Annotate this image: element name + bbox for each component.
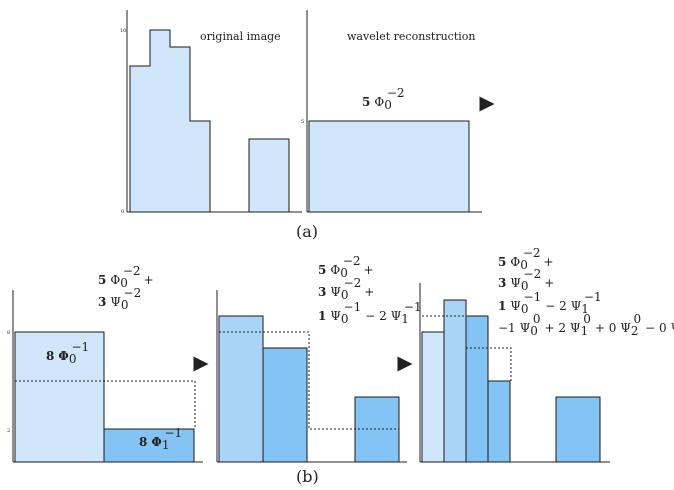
step-1-expr-line-1: 5 Φ0−2+ — [98, 264, 154, 290]
tick-5: 5 — [301, 119, 304, 125]
original-signal-bars — [129, 29, 211, 213]
bar-right — [354, 396, 400, 463]
bar-4 — [487, 380, 511, 463]
panel-b: 8 2 5 Φ0−2+ 3 Ψ0−2 8 Φ0−1 8 Φ1−1 — [7, 246, 674, 486]
tick-0: 0 — [121, 209, 124, 215]
bar-3 — [465, 315, 489, 463]
reconstruction-bar — [308, 120, 470, 213]
step-3-expr-line-3: 1 Ψ0−1− 2 Ψ1−1 — [498, 290, 602, 316]
phi1-box-label: 8 Φ1−1 — [139, 426, 182, 452]
bar-medium — [262, 347, 308, 463]
original-image-title: original image — [200, 30, 281, 43]
reconstruction-plot: 5 wavelet reconstruction 5 Φ0−2 — [301, 10, 495, 213]
step-2-expr-line-1: 5 Φ0−2+ — [318, 254, 374, 280]
step-2-plot: 5 Φ0−2+ 3 Ψ0−2+ 1 Ψ0−1− 2 Ψ1−1 — [216, 254, 422, 463]
reconstruction-expression: 5 Φ0−2 — [362, 86, 405, 112]
phi0-box — [14, 331, 105, 463]
step-3-expr-line-2: 3 Ψ0−2+ — [498, 267, 554, 293]
bar-light — [218, 315, 264, 463]
caption-b: (b) — [296, 467, 319, 486]
step-1-expr-line-2: 3 Ψ0−2 — [98, 286, 141, 312]
reconstruction-title: wavelet reconstruction — [347, 30, 476, 43]
bar-right — [555, 396, 601, 463]
tick-2: 2 — [7, 428, 10, 434]
phi1-box — [103, 428, 195, 463]
original-signal-bar-right — [248, 138, 290, 213]
tick-10: 10 — [120, 28, 126, 34]
phi0-box-label: 8 Φ0−1 — [46, 340, 89, 366]
previous-level-outline — [219, 331, 399, 430]
step-2-expr-line-3: 1 Ψ0−1− 2 Ψ1−1 — [318, 300, 422, 326]
step-2-expr-line-2: 3 Ψ0−2+ — [318, 276, 374, 302]
previous-level-outline — [15, 380, 196, 429]
caption-a: (a) — [296, 222, 318, 241]
tick-8: 8 — [7, 330, 10, 336]
step-3-plot: 5 Φ0−2+ 3 Ψ0−2+ 1 Ψ0−1− 2 Ψ1−1 −1 Ψ00+ 2 Ψ10+ … — [419, 246, 674, 463]
step-1-plot: 8 2 5 Φ0−2+ 3 Ψ0−2 8 Φ0−1 8 Φ1−1 — [7, 264, 203, 463]
step-3-expr-line-1: 5 Φ0−2+ — [498, 246, 554, 272]
original-image-plot: 10 0 original image — [120, 10, 302, 215]
panel-a: 10 0 original image 5 wavelet reconstruc… — [120, 10, 495, 241]
previous-level-outline — [422, 315, 512, 381]
bar-1 — [421, 331, 445, 463]
bar-2 — [443, 299, 467, 463]
